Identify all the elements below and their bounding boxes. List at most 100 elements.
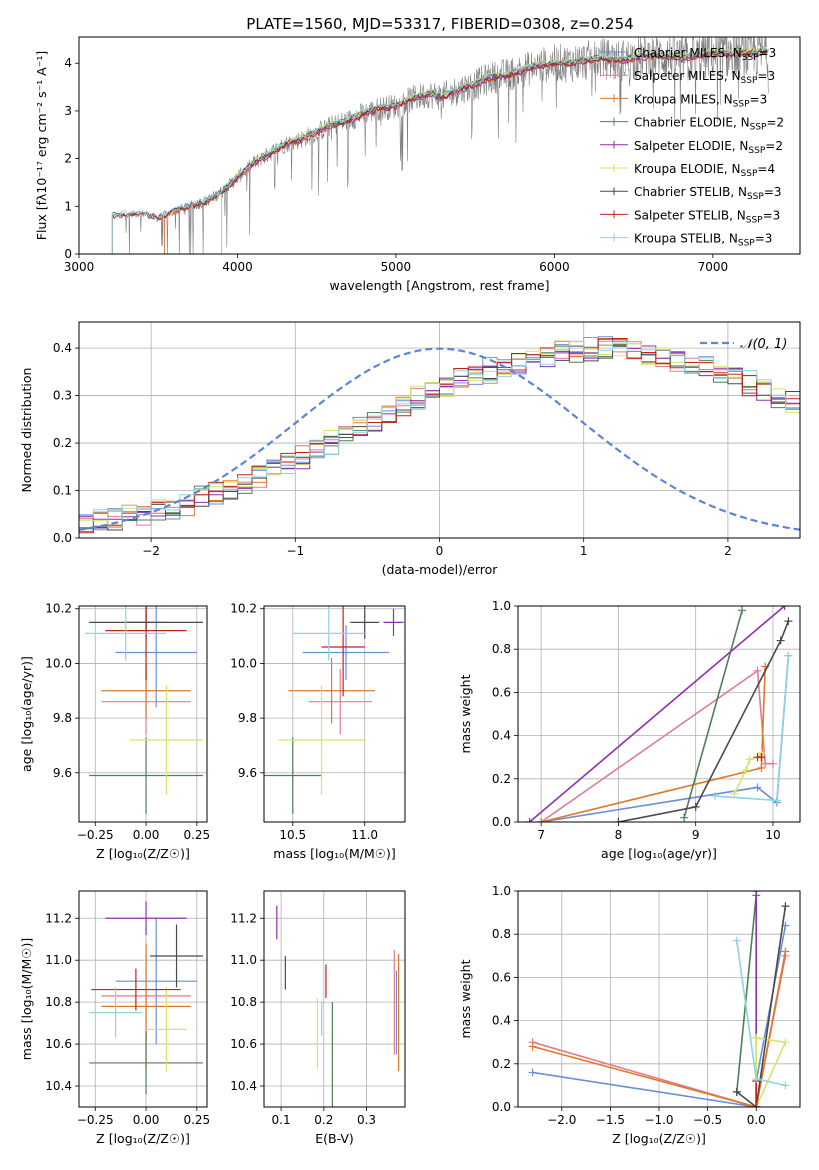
weight-marker [711, 792, 720, 801]
y-tick-label: 11.0 [230, 953, 257, 967]
x-axis-label: E(B-V) [315, 1131, 354, 1146]
y-tick-label: 0.0 [492, 1100, 511, 1114]
y-tick-label: 10.6 [230, 1037, 257, 1051]
legend-label: Salpeter ELODIE, NSSP=2 [634, 139, 783, 156]
x-tick-label: −2 [142, 544, 160, 558]
weight-marker [752, 1103, 761, 1107]
x-tick-label: 2 [724, 544, 732, 558]
y-tick-label: 0.2 [492, 1057, 511, 1071]
weight-marker [732, 1087, 741, 1096]
y-tick-label: 0.6 [492, 970, 511, 984]
y-tick-label: 0.0 [53, 531, 72, 545]
weight-marker [528, 1068, 537, 1077]
plot-area-age-vs-mass [264, 606, 404, 814]
weight-line-chabrier-elodie [683, 610, 743, 818]
axes-frame [517, 890, 801, 1108]
weight-marker [784, 651, 793, 660]
y-axis-label: age [log₁₀(age/yr)] [19, 656, 34, 772]
x-tick-label: −1.5 [596, 1113, 625, 1127]
y-axis-label: mass [log₁₀(M/M☉)] [19, 938, 34, 1060]
legend-label: Chabrier MILES, NSSP=3 [634, 46, 776, 63]
legend-label: Chabrier STELIB, NSSP=3 [634, 185, 782, 202]
y-tick-label: 10.6 [45, 1037, 72, 1051]
legend-label: Chabrier ELODIE, NSSP=2 [634, 116, 784, 133]
x-tick-label: 8 [615, 828, 623, 842]
weight-marker [730, 789, 739, 798]
legend-label: Salpeter MILES, NSSP=3 [634, 69, 775, 86]
legend-label: 𝒩(0, 1) [740, 337, 787, 352]
weight-marker [614, 818, 623, 822]
x-tick-label: −1.0 [644, 1113, 673, 1127]
weight-line-salpeter-miles [540, 669, 773, 822]
y-tick-label: 4 [64, 56, 72, 70]
panel-mass-vs-EBV: 0.1 0.2 0.3 10.4 10.6 10.8 11.0 11.2 E(B-V) [230, 890, 406, 1146]
x-tick-label: 0 [436, 544, 444, 558]
weight-marker [537, 818, 546, 822]
x-axis-label: mass [log₁₀(M/M☉)] [273, 846, 395, 861]
model-spectrum-kroupa-stelib [111, 47, 769, 254]
weight-marker [784, 617, 793, 626]
panel-age-vs-Z: −0.25 0.00 0.25 9.6 9.8 10.0 10.2 Z [log₁₀(Z/Z☉… [19, 602, 210, 861]
panel-mass-weight-vs-age: 7 8 9 10 0.0 0.2 0.4 0.6 0.8 1.0 age [log₁₀(age/yr… [458, 599, 801, 861]
weight-marker [781, 902, 790, 911]
weight-line-chabrier-stelib [736, 905, 787, 1107]
x-tick-label: 0.00 [133, 828, 160, 842]
x-axis-label: Z [log₁₀(Z/Z☉)] [612, 1131, 706, 1146]
plot-area-age-vs-Z [85, 606, 203, 814]
y-tick-label: 2 [64, 152, 72, 166]
y-tick-label: 0.0 [492, 815, 511, 829]
x-tick-label: −0.25 [77, 1113, 114, 1127]
histogram-chabrier-stelib [79, 343, 800, 531]
model-spectrum-chabrier-stelib [111, 48, 769, 254]
x-tick-label: 0.1 [272, 1113, 291, 1127]
x-tick-label: 5000 [381, 260, 412, 274]
y-tick-label: 3 [64, 104, 72, 118]
x-tick-label: 6000 [539, 260, 570, 274]
weight-marker [780, 606, 789, 610]
weight-marker [776, 636, 785, 645]
weight-line-salpeter-elodie [529, 606, 786, 822]
legend: Chabrier MILES, NSSP=3 Salpeter MILES, NS… [600, 46, 784, 249]
histogram-salpeter-elodie [79, 338, 800, 520]
weight-marker [781, 1038, 790, 1047]
x-tick-label: 0.25 [183, 1113, 210, 1127]
x-axis-label: Z [log₁₀(Z/Z☉)] [96, 846, 190, 861]
weight-marker [752, 891, 761, 895]
y-tick-label: 0.2 [492, 772, 511, 786]
legend-label: Kroupa ELODIE, NSSP=4 [634, 162, 775, 179]
weight-marker [525, 818, 534, 822]
x-tick-label: −2.0 [547, 1113, 576, 1127]
y-tick-label: 0 [64, 247, 72, 261]
x-tick-label: 0.00 [133, 1113, 160, 1127]
y-axis-label: mass weight [458, 674, 473, 753]
x-tick-label: −0.5 [693, 1113, 722, 1127]
y-axis-label: Flux [fλ10⁻¹⁷ erg cm⁻² s⁻¹ A⁻¹] [34, 51, 49, 240]
y-tick-label: 10.0 [230, 656, 257, 670]
y-tick-label: 10.4 [45, 1079, 72, 1093]
y-tick-label: 0.6 [492, 685, 511, 699]
x-tick-label: 0.2 [314, 1113, 333, 1127]
panel-spectrum: 3000 4000 5000 6000 7000 0 1 2 3 4 wavelength [Ang… [34, 36, 801, 293]
y-tick-label: 0.4 [492, 729, 511, 743]
model-spectrum-salpeter-stelib [111, 49, 769, 254]
weight-marker [781, 947, 790, 956]
y-tick-label: 0.8 [492, 927, 511, 941]
legend-label: Kroupa MILES, NSSP=3 [634, 92, 767, 109]
y-tick-label: 1 [64, 199, 72, 213]
y-tick-label: 10.0 [45, 656, 72, 670]
y-tick-label: 0.2 [53, 436, 72, 450]
x-tick-label: 1 [580, 544, 588, 558]
axes-frame [263, 890, 406, 1108]
x-tick-label: −0.25 [77, 828, 114, 842]
y-tick-label: 9.8 [238, 711, 257, 725]
plot-area-mass-weight-vs-Z [528, 891, 790, 1107]
y-tick-label: 0.4 [53, 341, 72, 355]
weight-marker [738, 606, 747, 615]
y-tick-label: 11.2 [230, 911, 257, 925]
axes-frame [78, 890, 208, 1108]
x-tick-label: 0.25 [183, 828, 210, 842]
y-tick-label: 0.3 [53, 389, 72, 403]
axes-frame [78, 36, 801, 255]
x-axis-label: wavelength [Angstrom, rest frame] [329, 278, 549, 293]
